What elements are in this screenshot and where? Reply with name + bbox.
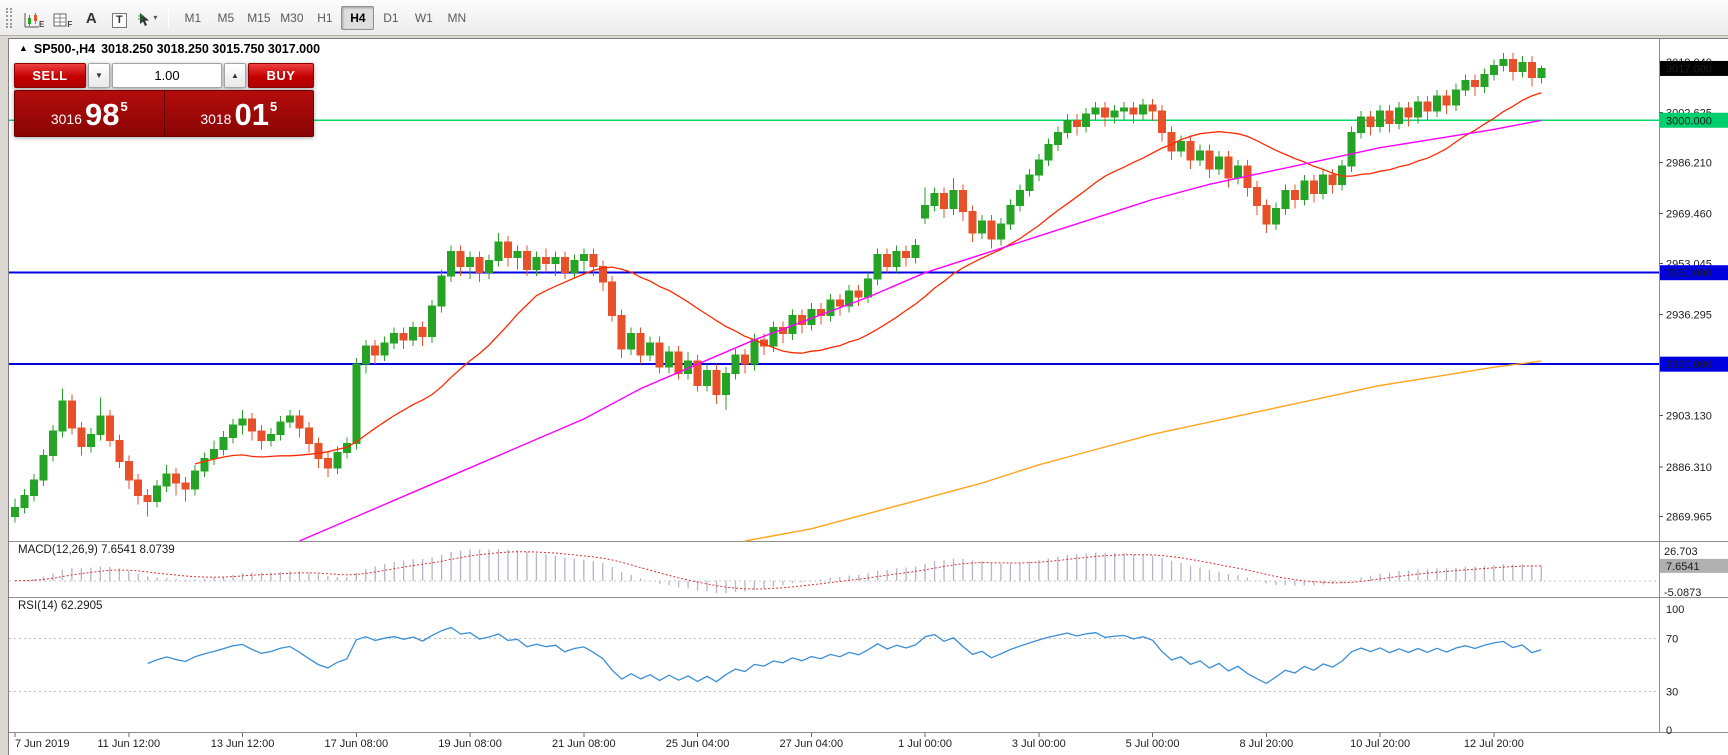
ma-fast-line: [194, 92, 1542, 465]
rsi-line: [147, 626, 1542, 685]
time-axis-label: 11 Jun 12:00: [97, 738, 160, 750]
macd-value-badge-text: 7.6541: [1666, 561, 1700, 573]
buy-price-pipette: 5: [269, 99, 278, 114]
timeframe-button-m30[interactable]: M30: [275, 6, 308, 30]
sell-button[interactable]: SELL: [14, 63, 86, 88]
price-divider: [163, 91, 165, 136]
timeframe-button-m5[interactable]: M5: [209, 6, 242, 30]
text-label-tool-icon[interactable]: T: [105, 5, 133, 31]
time-axis-label: 27 Jun 04:00: [780, 738, 844, 750]
chart-canvas[interactable]: 3019.0403002.6252986.2102969.4602953.045…: [9, 39, 1728, 755]
sell-price-button[interactable]: 3016 98 5: [15, 91, 164, 136]
trade-controls-row: SELL ▼ ▲ BUY: [14, 63, 314, 88]
price-badge: [1660, 112, 1728, 128]
macd-axis-bottom: -5.0873: [1664, 587, 1701, 599]
ma-medium-line: [299, 119, 1542, 542]
volume-decrease-button[interactable]: ▼: [88, 63, 110, 88]
data-window-icon[interactable]: F: [49, 5, 77, 31]
toolbar: E F A T ▾ M1 M5 M15 M30 H1 H4 D1 W1 MN: [0, 0, 1728, 36]
one-click-trading-panel: SELL ▼ ▲ BUY 3016 98 5 3018 01 5: [14, 63, 314, 137]
ma-slow-line: [744, 360, 1542, 542]
time-axis-label: 3 Jul 00:00: [1012, 738, 1066, 750]
toolbar-drag-handle[interactable]: [6, 7, 12, 28]
time-axis-label: 25 Jun 04:00: [666, 738, 730, 750]
sell-price-big-digits: 98: [84, 97, 120, 132]
icon-sub-label: E: [39, 19, 45, 29]
time-axis-label: 1 Jul 00:00: [898, 738, 952, 750]
buy-price-button[interactable]: 3018 01 5: [165, 91, 314, 136]
price-badge-text: 2920.000: [1666, 359, 1712, 371]
time-axis-label: 13 Jun 12:00: [211, 738, 275, 750]
timeframe-button-d1[interactable]: D1: [374, 6, 407, 30]
macd-value-badge: [1660, 558, 1728, 573]
volume-input[interactable]: [112, 63, 222, 88]
chart-expert-icon[interactable]: E: [20, 5, 49, 31]
rsi-indicator-label: RSI(14) 62.2905: [18, 600, 103, 612]
chart-ohlc-values: 3018.250 3018.250 3015.750 3017.000: [101, 42, 321, 56]
macd-pane: 26.703 -5.0873 7.6541: [9, 546, 1728, 599]
price-axis-tick: 2936.295: [1666, 309, 1712, 321]
price-axis[interactable]: [1659, 39, 1728, 732]
time-axis-label: 19 Jun 08:00: [438, 738, 502, 750]
chevron-down-icon: ▾: [153, 13, 158, 22]
toolbar-separator: [168, 6, 170, 29]
timeframe-button-h1[interactable]: H1: [308, 6, 341, 30]
price-badge: [1660, 356, 1728, 372]
timeframe-button-mn[interactable]: MN: [440, 6, 473, 30]
volume-increase-button[interactable]: ▲: [224, 63, 246, 88]
buy-button[interactable]: BUY: [248, 63, 314, 88]
moving-averages: [194, 92, 1542, 542]
grid-glyph: [53, 13, 67, 26]
price-axis-tick: 2969.460: [1666, 208, 1712, 220]
price-badge-text: 2950.000: [1666, 268, 1712, 280]
macd-axis-top: 26.703: [1664, 546, 1698, 558]
time-axis-label: 12 Jul 20:00: [1464, 738, 1524, 750]
time-axis-label: 8 Jul 20:00: [1239, 738, 1293, 750]
rsi-pane: 100 70 30 0: [9, 604, 1684, 737]
font-tool-icon[interactable]: A: [77, 5, 105, 31]
time-axis-label: 10 Jul 20:00: [1350, 738, 1410, 750]
rsi-axis-label: 30: [1666, 686, 1678, 698]
cursor-tool-icon[interactable]: ▾: [133, 5, 161, 31]
rsi-axis-label: 70: [1666, 634, 1678, 646]
sell-price-prefix: 3016: [50, 110, 82, 127]
time-axis-label: 21 Jun 08:00: [552, 738, 616, 750]
sell-price-pipette: 5: [120, 99, 128, 114]
timeframe-button-m15[interactable]: M15: [242, 6, 275, 30]
time-axis[interactable]: [9, 732, 1728, 755]
price-axis-labels: 3019.0403002.6252986.2102969.4602953.045…: [1659, 57, 1728, 524]
price-badge-text: 3017.000: [1666, 63, 1712, 75]
time-axis-label: 17 Jun 08:00: [324, 738, 388, 750]
rsi-axis-label: 0: [1666, 725, 1672, 737]
timeframe-button-w1[interactable]: W1: [407, 6, 440, 30]
macd-indicator-label: MACD(12,26,9) 7.6541 8.0739: [18, 544, 175, 556]
chart-title: ▲ SP500-,H4 3018.250 3018.250 3015.750 3…: [19, 42, 320, 56]
symbol-triangle-icon: ▲: [19, 43, 28, 53]
price-axis-tick: 2903.130: [1666, 411, 1712, 423]
timeframe-button-h4[interactable]: H4: [341, 5, 375, 30]
rsi-axis-label: 100: [1666, 604, 1684, 616]
price-badge-text: 3000.000: [1666, 115, 1712, 127]
price-axis-tick: 2986.210: [1666, 157, 1712, 169]
chart-symbol-timeframe: SP500-,H4: [33, 42, 96, 56]
price-axis-tick: 2869.965: [1666, 512, 1712, 524]
buy-price-prefix: 3018: [200, 110, 232, 127]
chart-window: 3019.0403002.6252986.2102969.4602953.045…: [8, 38, 1728, 755]
icon-sub-label: F: [67, 19, 73, 29]
price-badge: [1660, 265, 1728, 281]
time-axis-label: 7 Jun 2019: [15, 738, 69, 750]
bid-ask-price-row: 3016 98 5 3018 01 5: [14, 90, 314, 137]
timeframe-button-m1[interactable]: M1: [176, 6, 209, 30]
price-axis-tick: 2886.310: [1666, 462, 1712, 474]
candles-glyph: [24, 12, 39, 27]
candlestick-series: [11, 53, 1546, 523]
price-badge: [1660, 60, 1728, 76]
cursor-glyph: [138, 12, 150, 26]
time-axis-labels: 7 Jun 2019 11 Jun 12:00 13 Jun 12:00 17 Jun…: [14, 733, 1524, 750]
buy-price-big-digits: 01: [234, 97, 269, 132]
time-axis-label: 5 Jul 00:00: [1126, 738, 1180, 750]
pane-separators: [9, 39, 1728, 733]
